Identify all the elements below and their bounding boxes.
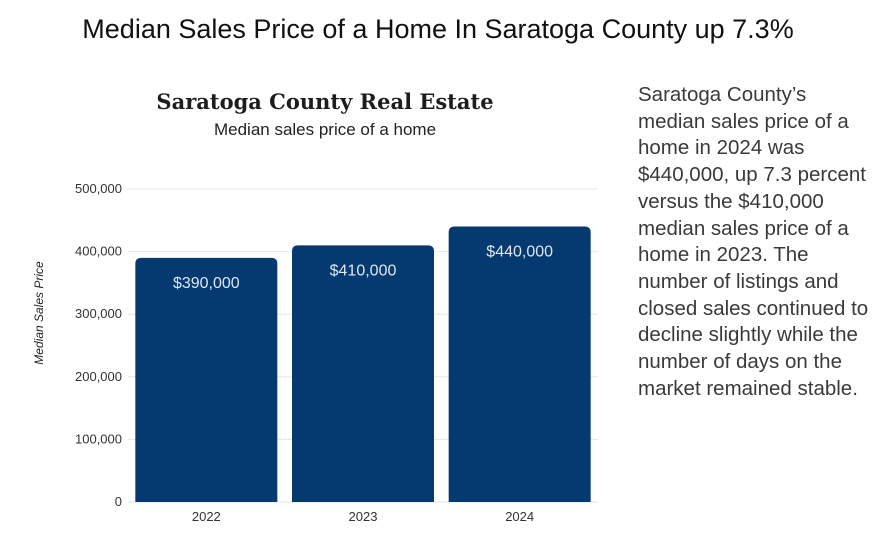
y-tick-label: 200,000 [75,369,122,384]
data-label: $440,000 [486,244,553,261]
x-tick-label: 2024 [505,509,534,524]
bar-chart: Saratoga County Real Estate Median sales… [32,89,598,524]
x-tick-label: 2023 [349,509,378,524]
y-tick-label: 400,000 [75,244,122,259]
description-paragraph: Saratoga County’s median sales price of … [638,83,869,400]
y-axis-ticks: 0 100,000 200,000 300,000 400,000 500,000 [75,181,122,509]
bar-2024 [448,226,591,502]
bars: $390,000 $410,000 $440,000 [135,226,591,502]
x-axis-ticks: 2022 2023 2024 [192,509,534,524]
y-tick-label: 300,000 [75,306,122,321]
y-tick-label: 100,000 [75,431,122,446]
x-tick-label: 2022 [192,509,221,524]
chart-title: Saratoga County Real Estate [156,89,493,114]
y-axis-label: Median Sales Price [32,261,46,365]
data-label: $410,000 [330,262,397,279]
data-label: $390,000 [173,275,240,292]
bar-2022 [135,257,278,502]
page-title: Median Sales Price of a Home In Saratoga… [82,14,794,44]
bar-2023 [292,245,434,502]
y-tick-label: 500,000 [75,181,122,196]
chart-subtitle: Median sales price of a home [214,120,436,139]
y-tick-label: 0 [115,494,122,509]
